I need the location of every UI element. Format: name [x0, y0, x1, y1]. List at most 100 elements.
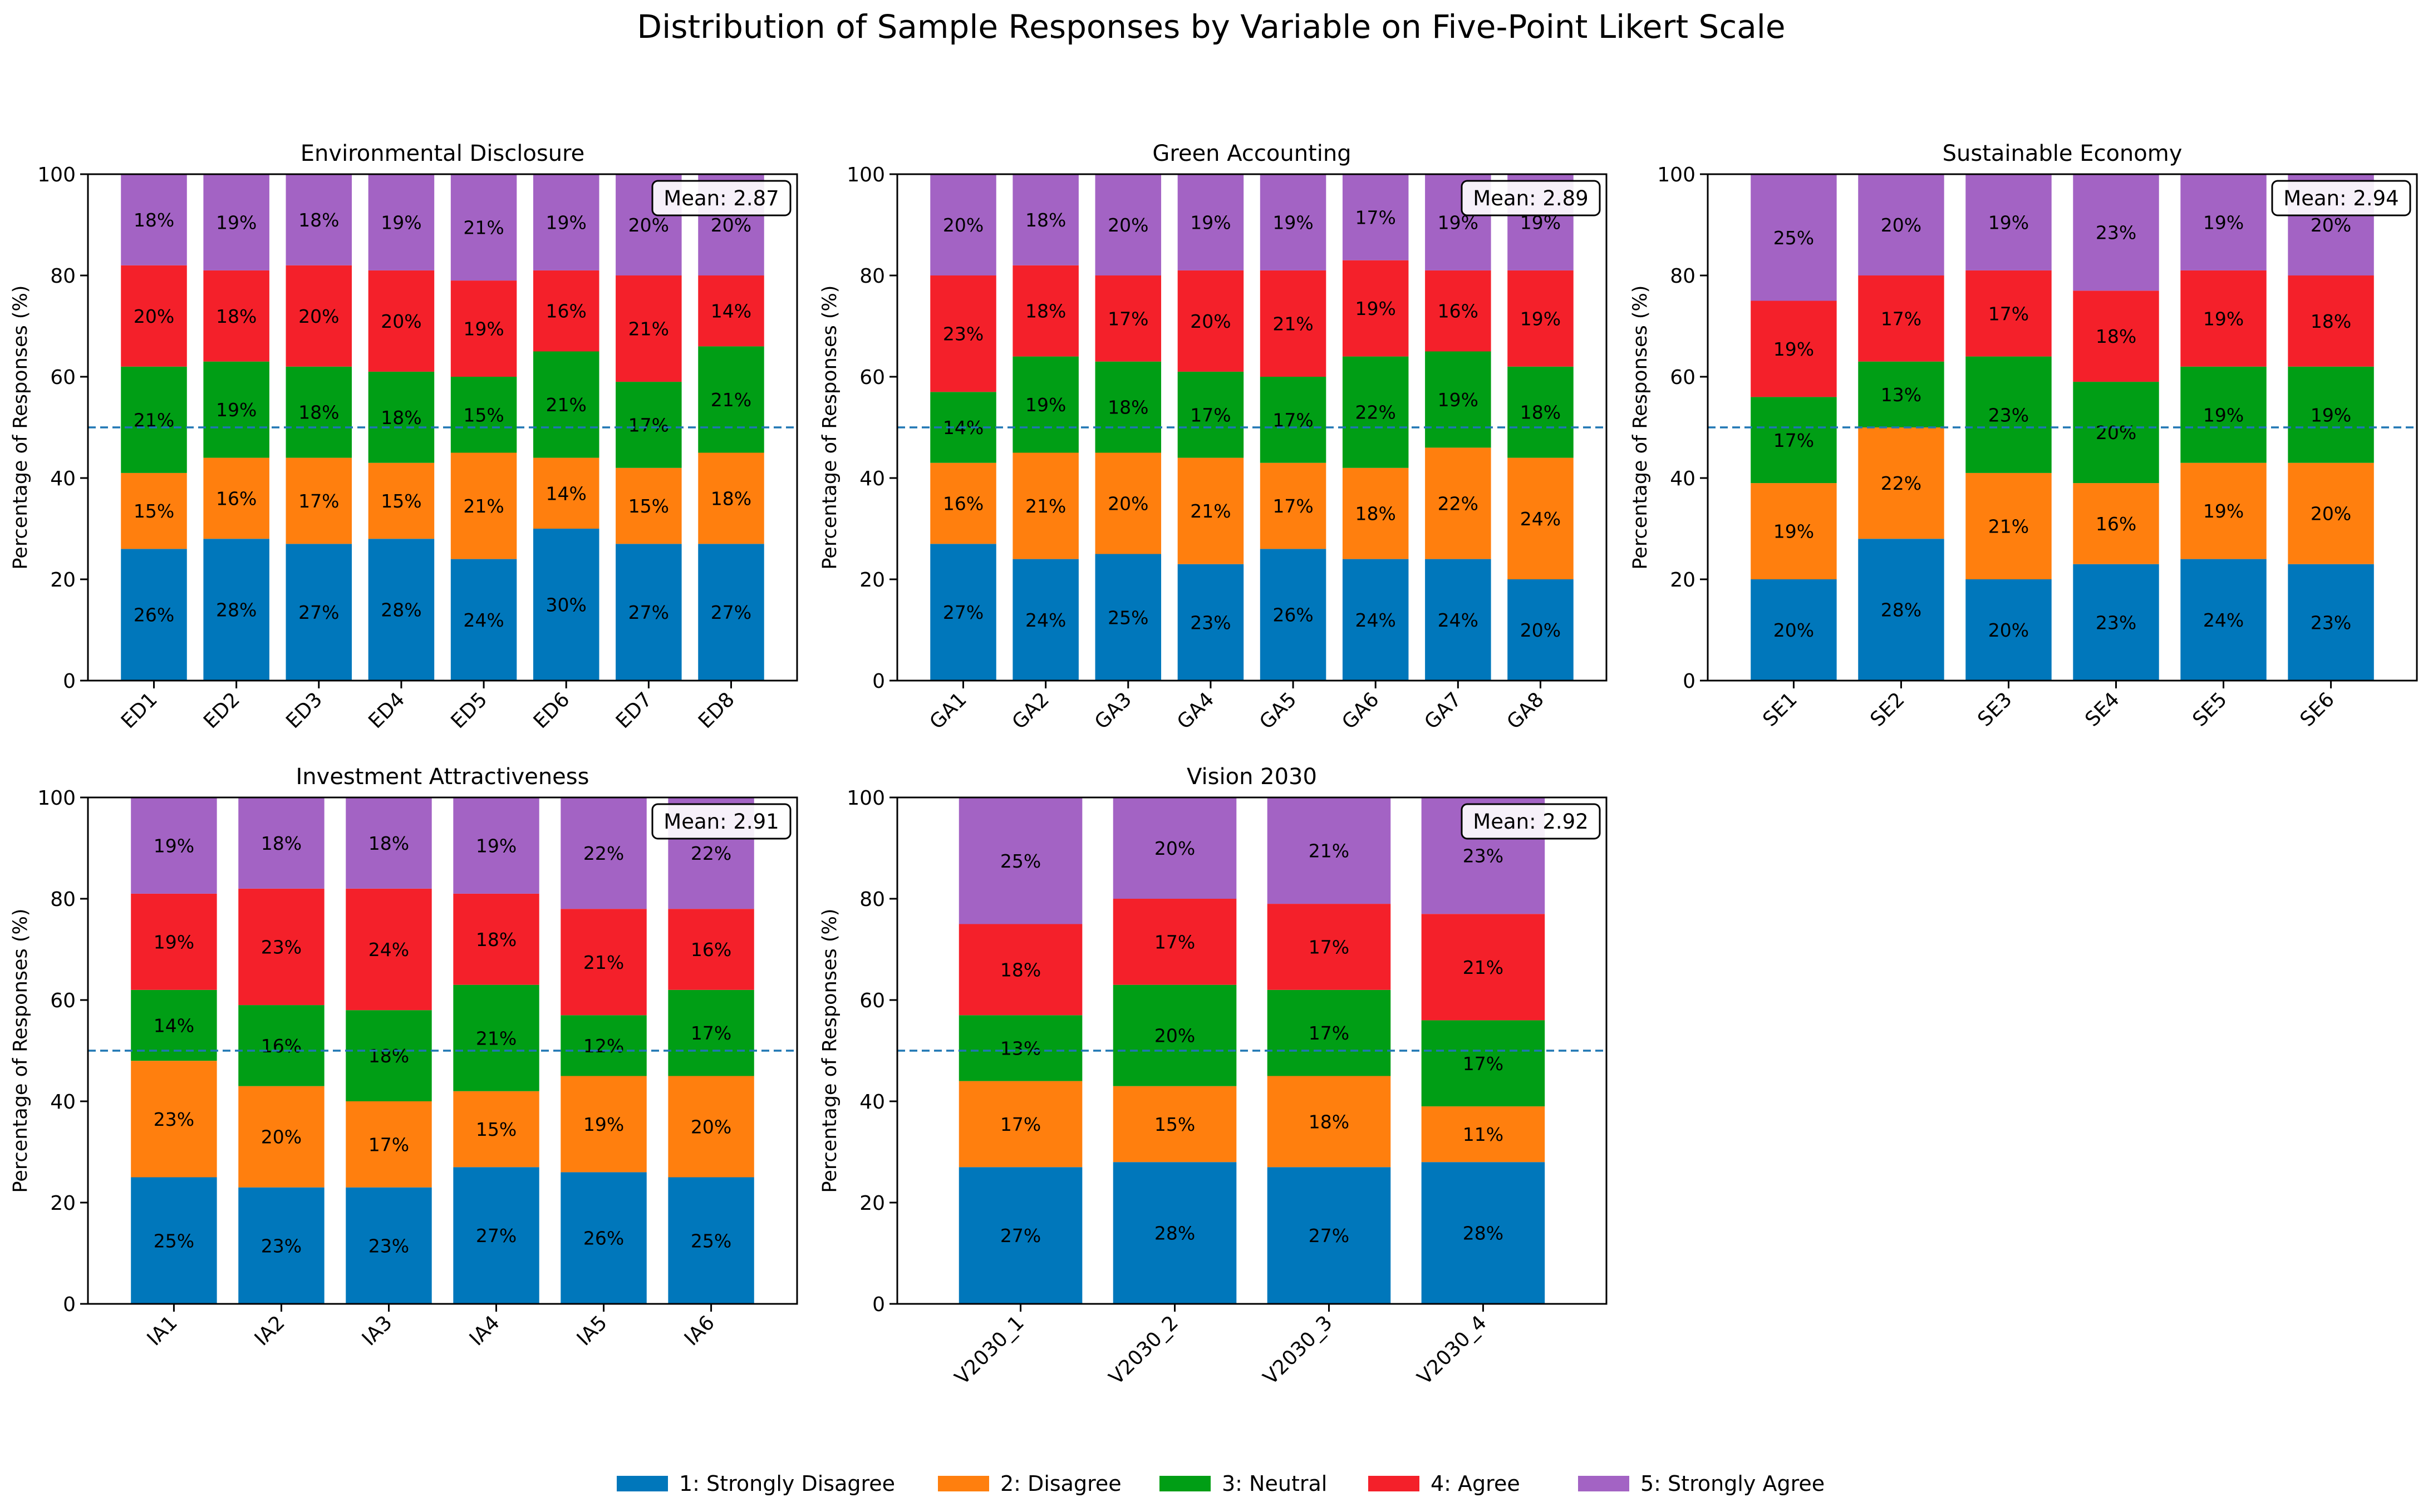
bar-label-se3-level-4: 17% — [1988, 303, 2029, 324]
bar-label-ed8-level-2: 18% — [711, 487, 751, 509]
y-tick-label: 0 — [1683, 670, 1695, 693]
bar-ga7-level-1 — [1425, 559, 1491, 681]
bar-label-ed1-level-1: 26% — [134, 604, 174, 626]
bar-label-ed6-level-5: 19% — [546, 211, 587, 233]
bar-label-v2030-4-level-2: 11% — [1463, 1124, 1503, 1145]
x-tick-label-se3: SE3 — [1973, 688, 2016, 731]
bar-label-se5-level-5: 19% — [2203, 211, 2244, 233]
bar-label-v2030-4-level-5: 23% — [1463, 845, 1503, 867]
bar-ga6-level-2 — [1342, 467, 1409, 559]
bar-label-ed5-level-4: 19% — [463, 318, 504, 340]
legend-label-level-2: 2: Disagree — [1000, 1471, 1122, 1496]
bar-v2030-4-level-3 — [1421, 1020, 1545, 1107]
bar-ia4-level-2 — [453, 1091, 539, 1168]
bar-label-ia5-level-4: 21% — [583, 952, 624, 973]
bar-label-ed3-level-2: 17% — [298, 490, 339, 512]
mean-label-investment-attractiveness: Mean: 2.91 — [664, 810, 779, 834]
x-tick-label-ia1: IA1 — [143, 1311, 182, 1350]
bar-label-ed2-level-2: 16% — [216, 487, 257, 509]
bar-label-ed1-level-5: 18% — [134, 209, 174, 231]
bar-ia3-level-2 — [346, 1101, 432, 1188]
bar-label-v2030-1-level-1: 27% — [1000, 1225, 1041, 1247]
axes-frame-investment-attractiveness — [87, 796, 798, 1305]
bar-label-v2030-2-level-2: 15% — [1154, 1114, 1195, 1135]
bar-label-ia6-level-3: 17% — [691, 1022, 731, 1044]
bar-label-ed8-level-5: 20% — [711, 214, 751, 236]
bar-label-ed6-level-4: 16% — [546, 301, 587, 322]
mean-label-green-accounting: Mean: 2.89 — [1473, 186, 1588, 210]
bar-ed2-level-4 — [203, 270, 269, 362]
bar-label-ga4-level-2: 21% — [1190, 500, 1231, 522]
bar-label-se6-level-5: 20% — [2311, 214, 2351, 236]
bar-se6-level-1 — [2288, 564, 2374, 681]
bar-label-ed2-level-1: 28% — [216, 599, 257, 621]
y-axis-label-vision-2030: Percentage of Responses (%) — [819, 909, 841, 1193]
bar-label-se4-level-3: 20% — [2096, 422, 2136, 444]
y-tick-label: 20 — [859, 569, 885, 592]
bar-label-ia3-level-3: 18% — [368, 1045, 409, 1067]
bar-ga1-level-5 — [930, 174, 996, 275]
bar-v2030-3-level-5 — [1267, 797, 1391, 904]
bar-se1-level-2 — [1751, 483, 1837, 579]
bar-ga1-level-1 — [930, 544, 996, 681]
bar-label-ia5-level-2: 19% — [583, 1114, 624, 1135]
bar-label-se1-level-3: 17% — [1773, 430, 1814, 451]
bar-ga7-level-2 — [1425, 447, 1491, 559]
panel-vision-2030: 27% 17% 13% 18% 25% 28% 15% 20% 17% 20% 27% 18% 17% 1… — [819, 764, 1608, 1389]
bar-ed7-level-2 — [616, 467, 682, 544]
bar-se5-level-4 — [2180, 270, 2267, 367]
bar-v2030-3-level-2 — [1267, 1076, 1391, 1168]
bar-ga2-level-3 — [1013, 356, 1079, 453]
bar-label-ia2-level-1: 23% — [261, 1235, 302, 1257]
bar-label-ga2-level-1: 24% — [1025, 609, 1066, 631]
bar-label-se3-level-3: 23% — [1988, 404, 2029, 426]
bar-se6-level-3 — [2288, 366, 2374, 463]
bar-ia5-level-4 — [561, 909, 647, 1016]
y-tick-label: 20 — [1670, 569, 1695, 592]
x-tick-label-ed3: ED3 — [282, 688, 327, 733]
bar-label-ga1-level-1: 27% — [943, 602, 984, 623]
bar-label-se6-level-1: 23% — [2311, 612, 2351, 633]
bar-ed6-level-1 — [533, 529, 599, 681]
bar-label-ia2-level-2: 20% — [261, 1126, 302, 1148]
bar-ia4-level-3 — [453, 984, 539, 1091]
x-tick-label-ga8: GA8 — [1503, 688, 1549, 733]
bar-label-se5-level-3: 19% — [2203, 404, 2244, 426]
panel-investment-attractiveness: 25% 23% 14% 19% 19% 23% 20% 16% 23% 18% 23% 17% 18% 2… — [9, 764, 798, 1350]
y-tick-label: 80 — [1670, 265, 1695, 288]
bar-label-ga6-level-2: 18% — [1355, 503, 1396, 525]
bar-ed8-level-2 — [698, 452, 764, 544]
bar-label-se3-level-5: 19% — [1988, 211, 2029, 233]
bar-label-v2030-2-level-5: 20% — [1154, 838, 1195, 859]
y-tick-label: 40 — [50, 1091, 76, 1114]
bar-label-se5-level-4: 19% — [2203, 308, 2244, 329]
bar-label-ia3-level-5: 18% — [368, 833, 409, 854]
y-tick-label: 20 — [859, 1192, 885, 1215]
bar-v2030-3-level-1 — [1267, 1167, 1391, 1304]
bar-label-ga2-level-2: 21% — [1025, 495, 1066, 517]
bar-label-ga8-level-3: 18% — [1520, 402, 1561, 423]
x-tick-label-ga1: GA1 — [926, 688, 971, 733]
bar-label-ia4-level-1: 27% — [476, 1225, 517, 1247]
bar-label-ed7-level-1: 27% — [628, 602, 669, 623]
bar-label-ed7-level-4: 21% — [628, 318, 669, 340]
x-tick-label-ed6: ED6 — [529, 688, 574, 733]
bar-label-ed6-level-1: 30% — [546, 594, 587, 616]
bar-ga5-level-1 — [1260, 549, 1326, 681]
x-tick-label-se2: SE2 — [1866, 688, 1909, 731]
bar-v2030-3-level-3 — [1267, 989, 1391, 1076]
bar-label-ed5-level-5: 21% — [463, 217, 504, 239]
panel-green-accounting: 27%16%14%23%20%24%21%19%18%18%25%20%18%1… — [819, 141, 1608, 734]
bar-label-ed3-level-4: 20% — [298, 306, 339, 327]
bar-label-ga1-level-4: 23% — [943, 323, 984, 345]
bar-label-se4-level-1: 23% — [2096, 612, 2136, 633]
bar-ed7-level-4 — [616, 275, 682, 382]
bar-label-ga7-level-4: 16% — [1438, 301, 1478, 322]
bar-ed8-level-1 — [698, 544, 764, 681]
bar-label-ga7-level-1: 24% — [1438, 609, 1478, 631]
bar-ia5-level-3 — [561, 1015, 647, 1076]
bar-ed6-level-4 — [533, 270, 599, 352]
bar-label-ia5-level-1: 26% — [583, 1228, 624, 1249]
bar-ia1-level-2 — [131, 1061, 217, 1178]
bar-label-v2030-4-level-1: 28% — [1463, 1223, 1503, 1244]
